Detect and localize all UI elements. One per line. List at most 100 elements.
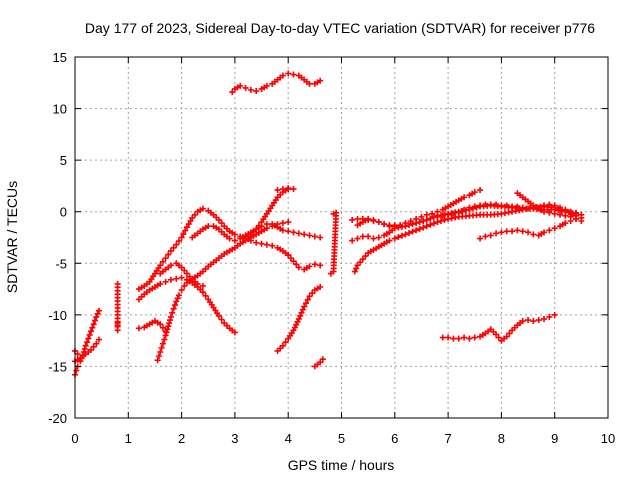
data-point xyxy=(562,220,569,227)
data-point xyxy=(354,215,361,222)
y-tick-label: 15 xyxy=(53,50,67,65)
data-point xyxy=(258,223,265,230)
data-point xyxy=(551,225,558,232)
data-point xyxy=(306,232,313,239)
series-s21 xyxy=(354,215,398,229)
data-point xyxy=(551,210,558,217)
data-point xyxy=(541,202,548,209)
data-point xyxy=(242,84,249,91)
data-point xyxy=(279,220,286,227)
series-s17 xyxy=(327,209,340,277)
data-point xyxy=(503,333,510,340)
data-point xyxy=(82,342,89,349)
data-point xyxy=(439,212,446,219)
data-point xyxy=(91,317,98,324)
data-point xyxy=(493,201,500,208)
data-point xyxy=(423,223,430,230)
data-marks xyxy=(72,70,585,378)
data-point xyxy=(391,222,398,229)
data-point xyxy=(164,326,171,333)
data-point xyxy=(354,235,361,242)
data-point xyxy=(159,324,166,331)
data-point xyxy=(173,298,180,305)
data-point xyxy=(530,318,537,325)
data-point xyxy=(466,204,473,211)
series-s6 xyxy=(285,252,324,273)
data-point xyxy=(285,252,292,259)
data-point xyxy=(165,323,172,330)
data-point xyxy=(302,300,309,307)
data-point xyxy=(86,331,93,338)
data-point xyxy=(317,77,324,84)
data-point xyxy=(416,219,423,226)
data-point xyxy=(218,316,225,323)
data-point xyxy=(509,228,516,235)
data-point xyxy=(295,264,302,271)
series-s9 xyxy=(154,219,292,364)
data-point xyxy=(170,244,177,251)
data-point xyxy=(413,220,420,227)
data-point xyxy=(351,268,358,275)
data-point xyxy=(215,216,222,223)
data-point xyxy=(409,221,416,228)
data-point xyxy=(290,186,297,193)
data-point xyxy=(498,229,505,236)
data-point xyxy=(301,303,308,310)
data-point xyxy=(427,215,434,222)
data-point xyxy=(274,187,281,194)
data-point xyxy=(365,215,372,222)
data-point xyxy=(541,315,548,322)
data-point xyxy=(413,227,420,234)
data-point xyxy=(199,289,206,296)
data-point xyxy=(253,88,260,95)
data-point xyxy=(466,335,473,342)
data-point xyxy=(434,213,441,220)
data-point xyxy=(427,221,434,228)
data-point xyxy=(498,202,505,209)
data-point xyxy=(258,240,265,247)
data-point xyxy=(395,234,402,241)
data-point xyxy=(402,223,409,230)
data-point xyxy=(231,231,238,238)
data-point xyxy=(229,89,236,96)
data-point xyxy=(471,203,478,210)
data-point xyxy=(311,261,318,268)
data-point xyxy=(493,230,500,237)
data-point xyxy=(295,315,302,322)
data-point xyxy=(359,233,366,240)
y-axis-label: SDTVAR / TECUs xyxy=(4,181,20,293)
data-point xyxy=(407,217,414,224)
series-s14 xyxy=(229,70,324,96)
data-point xyxy=(445,334,452,341)
data-point xyxy=(375,234,382,241)
data-point xyxy=(178,234,185,241)
data-point xyxy=(81,345,88,352)
data-point xyxy=(263,82,270,89)
x-tick-label: 1 xyxy=(125,431,132,446)
data-point xyxy=(279,342,286,349)
data-point xyxy=(450,210,457,217)
data-point xyxy=(567,208,574,215)
data-point xyxy=(279,227,286,234)
data-point xyxy=(287,255,294,262)
data-point xyxy=(562,212,569,219)
data-point xyxy=(181,267,188,274)
data-point xyxy=(157,321,164,328)
data-point xyxy=(297,312,304,319)
data-point xyxy=(445,211,452,218)
data-point xyxy=(167,313,174,320)
data-point xyxy=(514,203,521,210)
data-point xyxy=(319,356,326,363)
data-point xyxy=(74,351,81,358)
x-tick-label: 7 xyxy=(444,431,451,446)
data-point xyxy=(165,251,172,258)
data-point xyxy=(482,201,489,208)
data-point xyxy=(290,71,297,78)
data-point xyxy=(202,292,209,299)
data-point xyxy=(437,217,444,224)
data-point xyxy=(573,209,580,216)
data-point xyxy=(349,216,356,223)
data-point xyxy=(429,210,436,217)
data-point xyxy=(535,317,542,324)
data-point xyxy=(182,227,189,234)
